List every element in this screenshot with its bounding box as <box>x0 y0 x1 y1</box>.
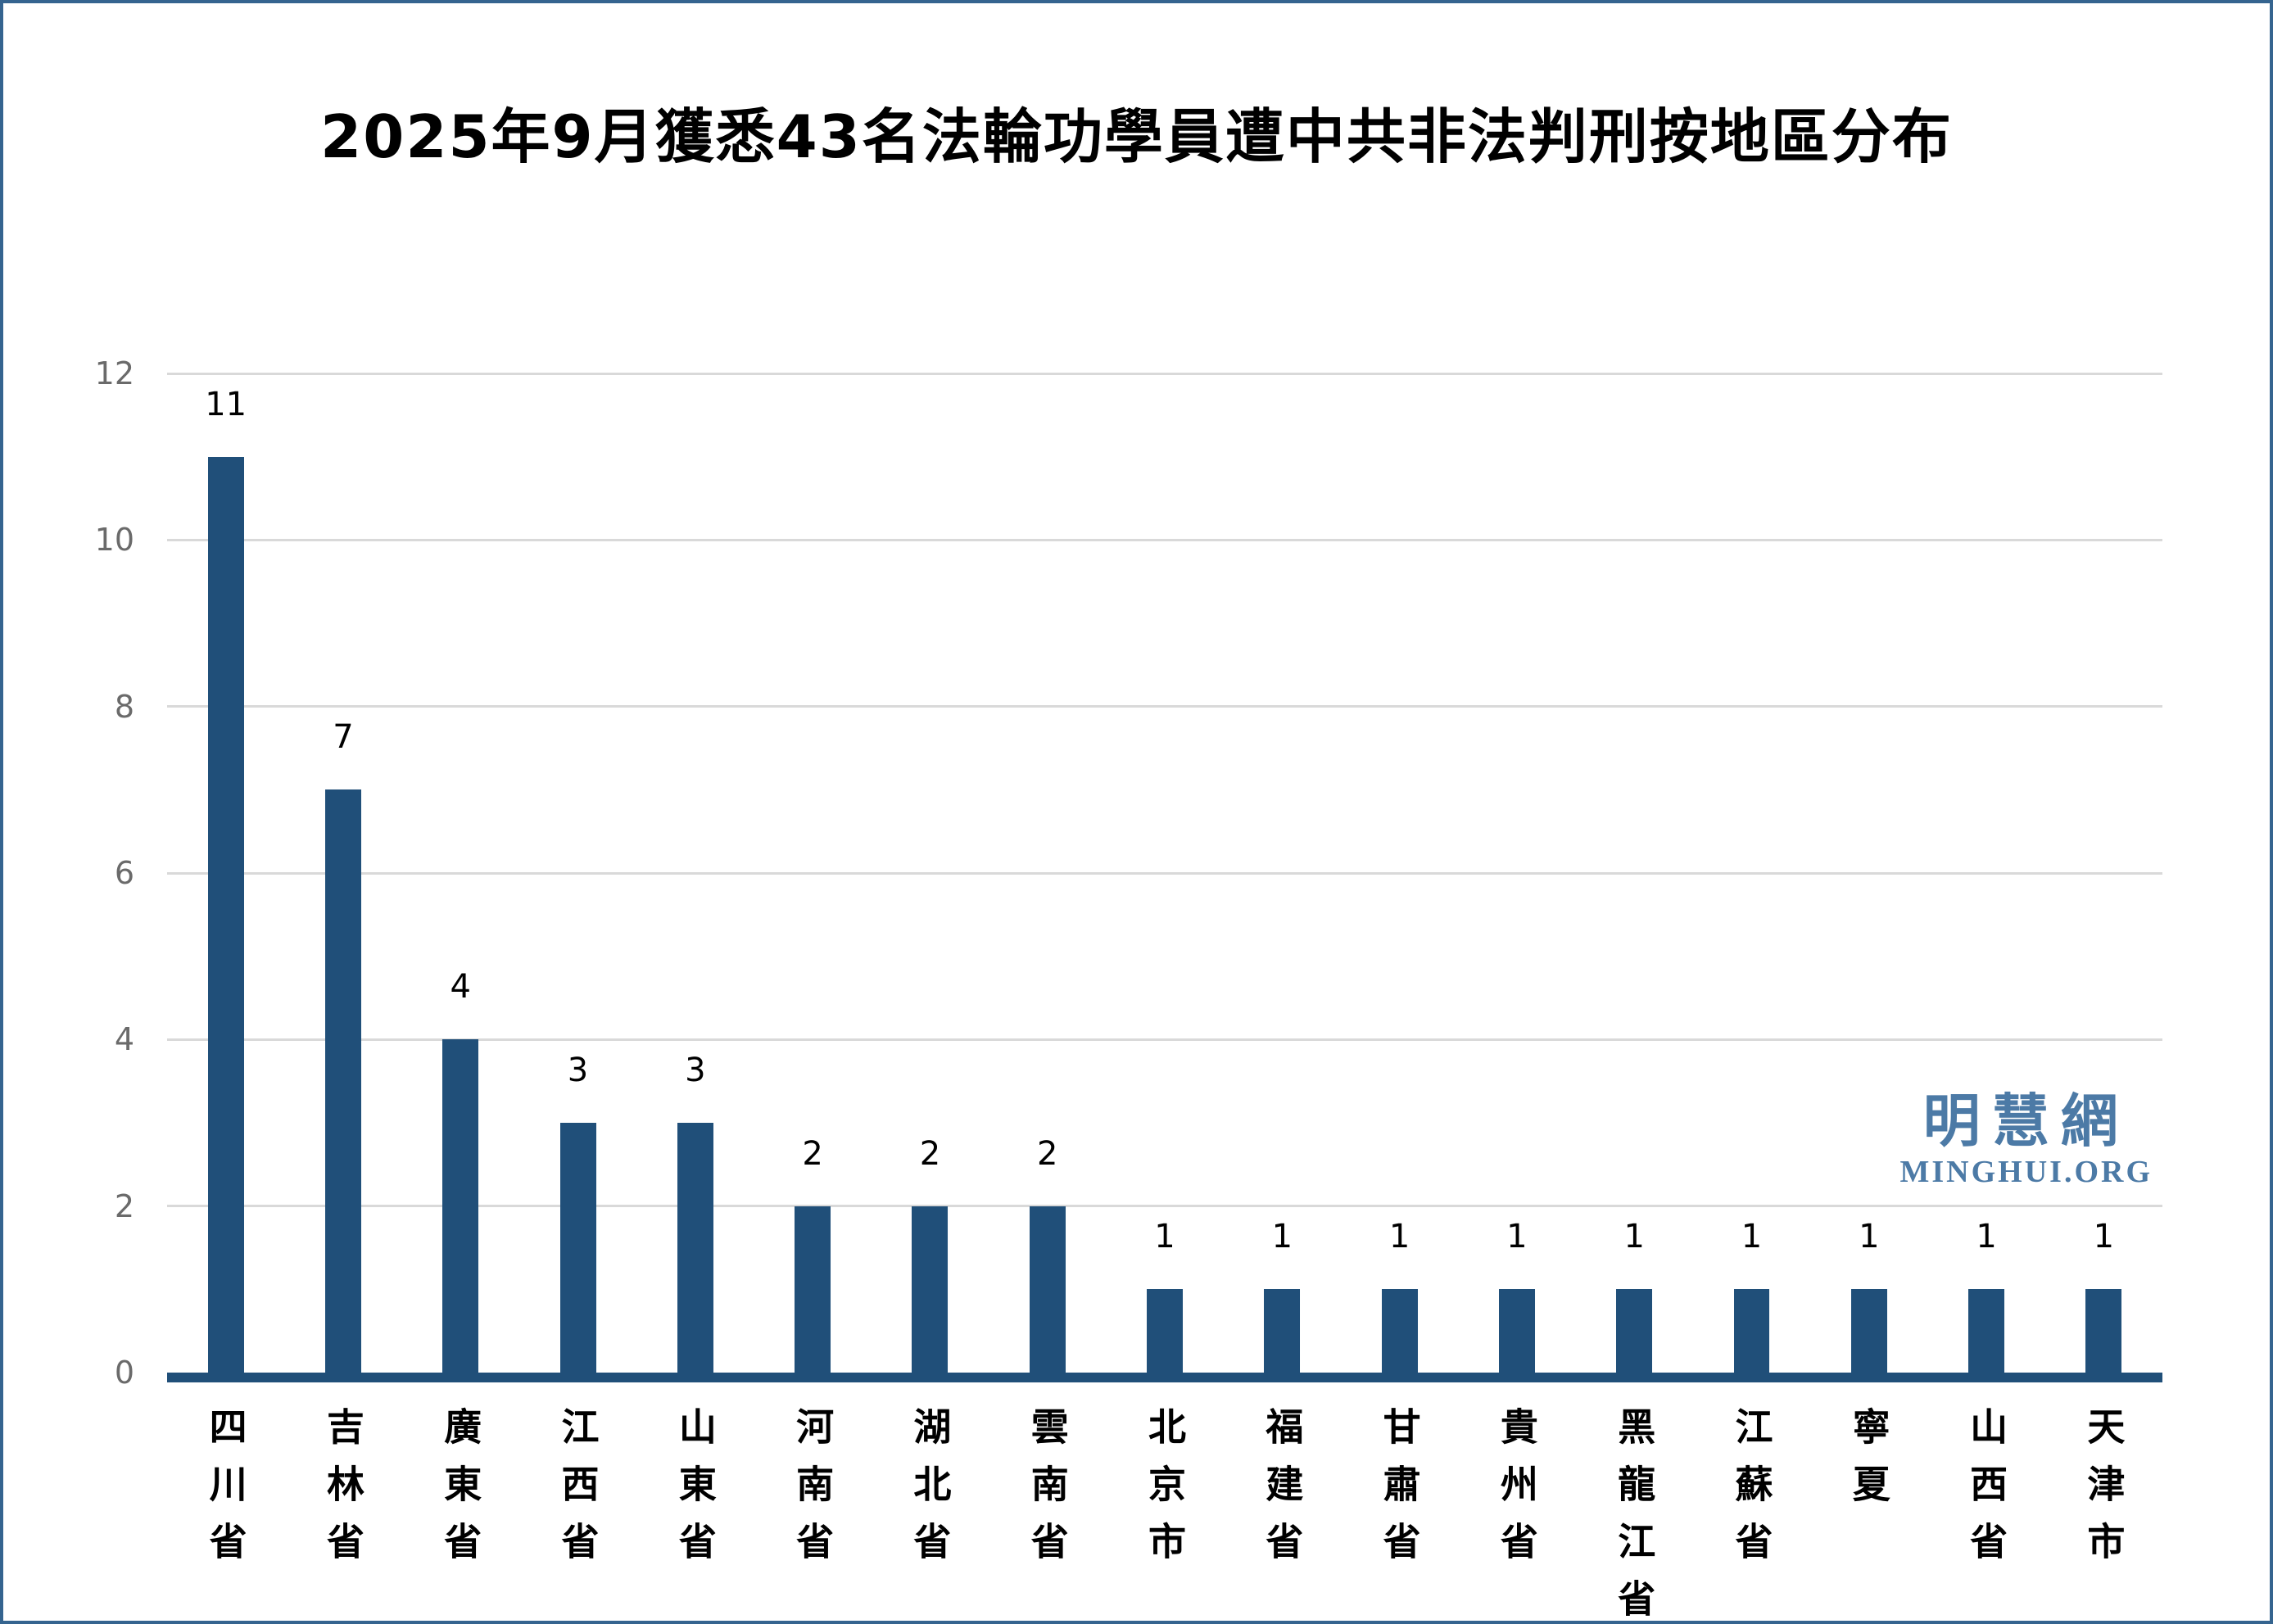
chart-bar <box>324 789 361 1373</box>
chart-bar <box>1616 1289 1653 1373</box>
x-tick-label: 貴州省 <box>1494 1407 1539 1579</box>
y-tick-label: 4 <box>114 1021 134 1058</box>
minghui-logo-cjk: 明慧網 <box>1922 1088 2130 1155</box>
bar-column: 1 <box>1458 373 1575 1373</box>
bar-column: 1 <box>2045 373 2162 1373</box>
y-axis: 0 2 4 6 8 10 12 <box>3 358 134 1388</box>
x-tick-label: 甘肅省 <box>1377 1407 1422 1579</box>
bar-value-label: 2 <box>919 1134 941 1173</box>
x-tick-label: 雲南省 <box>1025 1407 1070 1579</box>
bar-column: 1 <box>1224 373 1341 1373</box>
chart-bar <box>442 1039 479 1373</box>
bar-column: 1 <box>1927 373 2044 1373</box>
chart-bar <box>1968 1289 2005 1373</box>
x-tick-label: 四川省 <box>203 1407 248 1579</box>
gridline <box>167 372 2162 375</box>
chart-bar <box>2085 1289 2122 1373</box>
bar-value-label: 1 <box>1976 1218 1997 1256</box>
chart-bar <box>795 1206 831 1373</box>
x-tick-label: 吉林省 <box>320 1407 365 1579</box>
chart-bar <box>677 1123 713 1373</box>
x-tick-label: 福建省 <box>1260 1407 1305 1579</box>
bar-column: 1 <box>1341 373 1458 1373</box>
bar-column: 3 <box>636 373 754 1373</box>
x-tick-label: 山東省 <box>672 1407 718 1579</box>
bar-column: 7 <box>284 373 401 1373</box>
bar-column: 2 <box>754 373 871 1373</box>
y-tick-label: 2 <box>114 1187 134 1224</box>
bar-value-label: 1 <box>1623 1218 1645 1256</box>
bar-value-label: 2 <box>1036 1134 1058 1173</box>
bar-value-label: 11 <box>205 385 247 423</box>
bar-columns: 11 7 4 3 3 2 2 2 1 1 1 1 1 1 1 1 1 <box>167 373 2162 1373</box>
bar-value-label: 2 <box>802 1134 823 1173</box>
x-tick-label: 湖北省 <box>908 1407 953 1579</box>
x-tick-label: 山西省 <box>1964 1407 2009 1579</box>
bar-column: 4 <box>402 373 519 1373</box>
watermark: 明慧網 MINGHUI.ORG <box>1900 1092 2153 1187</box>
bar-column: 2 <box>989 373 1106 1373</box>
x-tick-label: 寧夏 <box>1846 1407 1891 1522</box>
chart-bar <box>1264 1289 1301 1373</box>
x-tick-label: 河南省 <box>790 1407 835 1579</box>
gridline <box>167 1205 2162 1208</box>
bar-value-label: 1 <box>2093 1218 2115 1256</box>
chart-bar <box>1850 1289 1887 1373</box>
bar-value-label: 1 <box>1859 1218 1880 1256</box>
x-tick-label: 廣東省 <box>438 1407 483 1579</box>
y-tick-label: 6 <box>114 855 134 891</box>
bar-value-label: 1 <box>1741 1218 1763 1256</box>
gridline <box>167 1038 2162 1041</box>
x-tick-label: 天津市 <box>2081 1407 2126 1579</box>
x-tick-label: 北京市 <box>1143 1407 1188 1579</box>
chart-bar <box>207 456 244 1373</box>
bar-column: 11 <box>167 373 284 1373</box>
bar-value-label: 3 <box>567 1052 589 1089</box>
chart-bar <box>1147 1289 1184 1373</box>
bar-column: 1 <box>1810 373 1927 1373</box>
gridline <box>167 705 2162 708</box>
chart-bar <box>1733 1289 1770 1373</box>
page-title: 2025年9月獲悉43名法輪功學員遭中共非法判刑按地區分布 <box>320 102 1953 171</box>
chart-bar <box>912 1206 949 1373</box>
bar-column: 1 <box>1693 373 1810 1373</box>
bar-column: 3 <box>519 373 636 1373</box>
bar-value-label: 1 <box>1154 1218 1175 1256</box>
minghui-logo-latin: MINGHUI.ORG <box>1899 1155 2153 1189</box>
chart-bar <box>1029 1206 1066 1373</box>
bar-value-label: 3 <box>685 1052 706 1089</box>
x-axis-labels: 四川省 吉林省 廣東省 江西省 山東省 河南省 湖北省 雲南省 北京市 福建省 甘肅省 貴州省 黑龍江省… <box>167 1407 2162 1624</box>
bar-column: 2 <box>872 373 989 1373</box>
x-tick-label: 江蘇省 <box>1729 1407 1774 1579</box>
bar-value-label: 1 <box>1388 1218 1410 1256</box>
bar-column: 1 <box>1106 373 1223 1373</box>
bar-value-label: 7 <box>333 718 354 757</box>
y-tick-label: 10 <box>94 522 134 559</box>
x-tick-label: 江西省 <box>555 1407 600 1579</box>
bar-value-label: 1 <box>1271 1218 1293 1256</box>
gridline <box>167 871 2162 875</box>
chart-bar <box>1381 1289 1418 1373</box>
plot-area: 11 7 4 3 3 2 2 2 1 1 1 1 1 1 1 1 1 <box>167 372 2162 1382</box>
bar-column: 1 <box>1576 373 1693 1373</box>
y-tick-label: 0 <box>114 1355 134 1391</box>
x-tick-label: 黑龍江省 <box>1612 1407 1657 1624</box>
gridline <box>167 538 2162 541</box>
bar-value-label: 1 <box>1506 1218 1528 1256</box>
x-axis-line <box>167 1373 2162 1382</box>
chart-bar <box>559 1123 596 1373</box>
y-tick-label: 12 <box>94 355 134 391</box>
y-tick-label: 8 <box>114 688 134 725</box>
chart-bar <box>1498 1289 1535 1373</box>
bar-value-label: 4 <box>450 968 471 1007</box>
